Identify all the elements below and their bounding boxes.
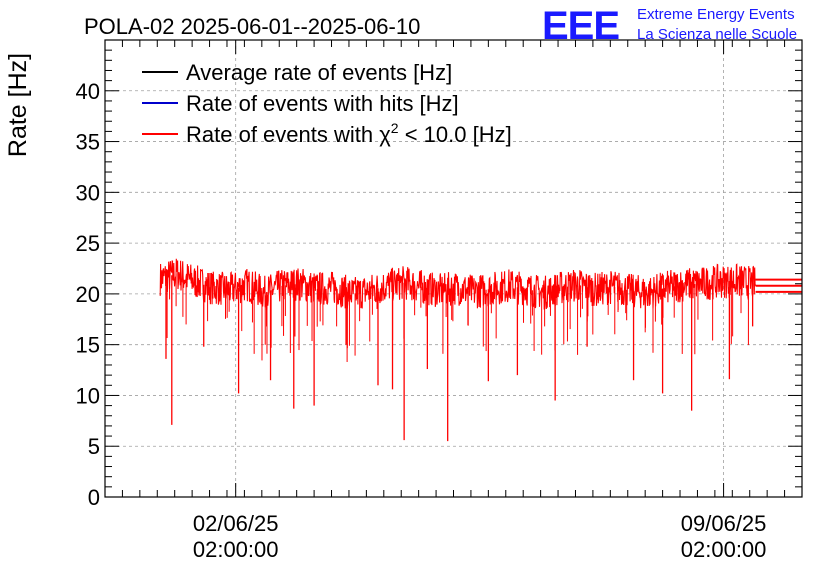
legend-label-chi2: Rate of events with χ2 < 10.0 [Hz] (186, 120, 512, 147)
eee-logo: EEE (542, 4, 619, 48)
y-tick-label: 5 (88, 434, 100, 459)
y-tick-label: 10 (76, 383, 100, 408)
legend-label-hits: Rate of events with hits [Hz] (186, 91, 459, 116)
y-tick-label: 35 (76, 130, 100, 155)
y-tick-label: 40 (76, 79, 100, 104)
series-layer (159, 258, 802, 442)
y-tick-label: 0 (88, 485, 100, 510)
y-axis-label: Rate [Hz] (4, 53, 32, 157)
legend-label-chi2-prefix: Rate of events with (186, 122, 379, 147)
legend-label-average: Average rate of events [Hz] (186, 60, 452, 85)
plot-frame (104, 39, 803, 498)
x-tick-label-time: 02:00:00 (681, 537, 767, 562)
x-tick-label-time: 02:00:00 (193, 537, 279, 562)
x-tick-label-date: 02/06/25 (193, 511, 279, 536)
legend-label-chi2-symbol: χ (379, 122, 391, 147)
series-line-chi2 (159, 258, 757, 311)
y-tick-label: 20 (76, 282, 100, 307)
axis-ticks (104, 40, 803, 498)
x-tick-label-date: 09/06/25 (681, 511, 767, 536)
eee-logo-line1: Extreme Energy Events (637, 6, 795, 23)
legend-label-chi2-suffix: < 10.0 [Hz] (399, 122, 512, 147)
eee-logo-line2: La Scienza nelle Scuole (637, 26, 797, 43)
legend: Average rate of events [Hz] Rate of even… (142, 60, 512, 147)
chart-title: POLA-02 2025-06-01--2025-06-10 (84, 14, 420, 39)
y-tick-label: 25 (76, 231, 100, 256)
y-tick-label: 30 (76, 180, 100, 205)
y-tick-label: 15 (76, 333, 100, 358)
legend-label-chi2-sup: 2 (391, 120, 399, 136)
